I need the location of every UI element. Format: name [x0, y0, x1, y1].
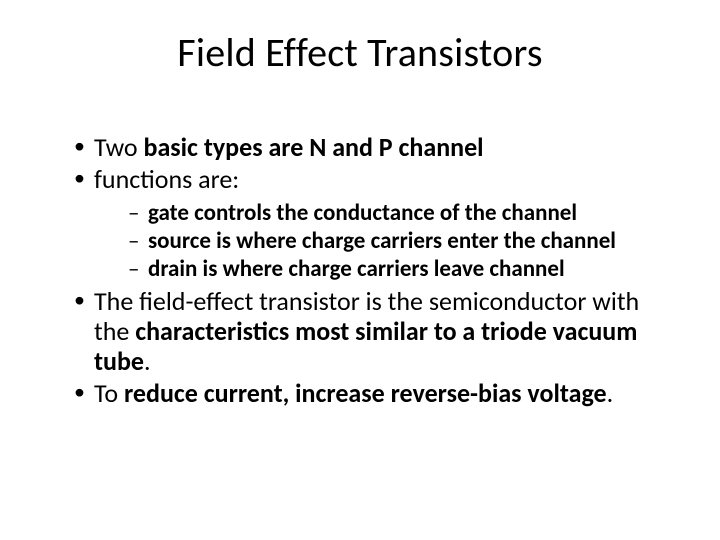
sub-bullet-2: source is where charge carriers enter th… [128, 227, 672, 255]
bullet-item-1: Two basic types are N and P channel [74, 133, 672, 163]
bullet-2-text: functions are: [94, 163, 239, 195]
bullet-list: Two basic types are N and P channel func… [48, 133, 672, 408]
slide-title: Field Effect Transistors [48, 28, 672, 77]
bullet-item-3: The field-effect transistor is the semic… [74, 287, 672, 377]
bullet-3-bold: characteristics most similar to a triode… [94, 315, 637, 377]
bullet-4-prefix: To [94, 377, 124, 409]
sub-bullet-1: gate controls the conductance of the cha… [128, 199, 672, 227]
bullet-4-bold: reduce current, increase reverse-bias vo… [124, 377, 607, 409]
sub-bullet-3: drain is where charge carriers leave cha… [128, 255, 672, 283]
sub-bullet-list: gate controls the conductance of the cha… [94, 199, 672, 283]
bullet-1-prefix: Two [94, 131, 144, 163]
bullet-1-bold: basic types are N and P channel [144, 131, 484, 163]
bullet-3-suffix: . [144, 345, 151, 377]
bullet-item-4: To reduce current, increase reverse-bias… [74, 379, 672, 409]
slide: Field Effect Transistors Two basic types… [0, 0, 720, 540]
bullet-item-2: functions are: gate controls the conduct… [74, 165, 672, 283]
bullet-4-suffix: . [607, 377, 614, 409]
